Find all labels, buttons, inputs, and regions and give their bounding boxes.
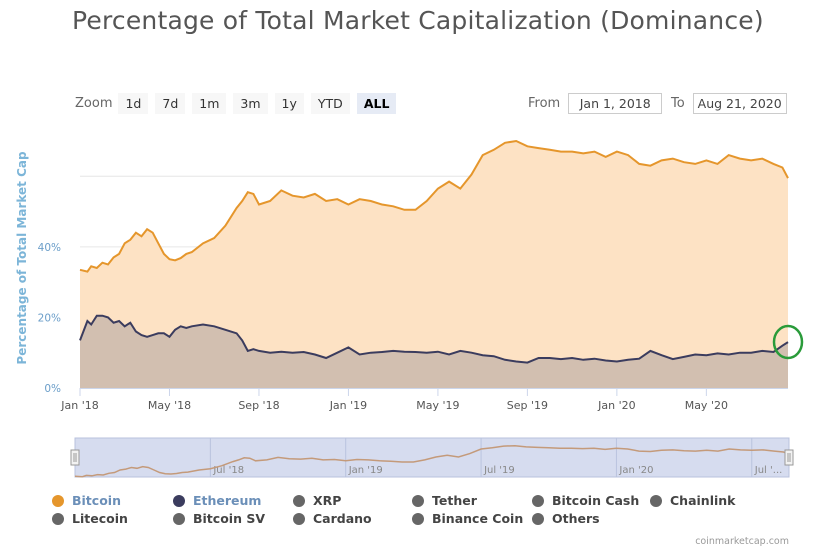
legend-dot-icon [52,494,64,507]
x-tick-label: Sep '19 [507,399,548,412]
highlight-circle [772,324,804,360]
x-axis-ticks: Jan '18 May '18 Sep '18 Jan '19 May '19 Sep '… [60,388,728,412]
navigator-handle-left[interactable] [70,449,80,466]
legend-dot-icon [293,512,305,525]
zoom-bar: Zoom 1d 7d 1m 3m 1y YTD ALL [75,93,403,114]
zoom-3m-button[interactable]: 3m [233,93,268,114]
dominance-chart: Jan '18 May '18 Sep '18 Jan '19 May '19 Sep '… [15,139,804,478]
range-to-input[interactable]: Aug 21, 2020 [692,93,787,114]
navigator-label: Jan '20 [618,465,653,476]
legend-label: Bitcoin [72,493,121,508]
legend-item-others[interactable]: Others [532,511,600,526]
legend-dot-icon [650,494,662,507]
zoom-label: Zoom [75,96,113,111]
legend-dot-icon [532,512,544,525]
navigator-label: Jul '... [754,465,783,476]
legend-item-ethereum[interactable]: Ethereum [173,493,261,508]
range-from-input[interactable]: Jan 1, 2018 [568,93,663,114]
ethereum-line[interactable] [79,314,789,364]
legend-label: Chainlink [670,493,736,508]
legend-label: Binance Coin [432,511,524,526]
zoom-1m-button[interactable]: 1m [192,93,227,114]
navigator[interactable]: Jul '18 Jan '19 Jul '19 Jan '20 Jul '... [70,437,794,478]
zoom-all-button[interactable]: ALL [356,93,397,114]
legend-item-litecoin[interactable]: Litecoin [52,511,128,526]
legend-item-bitcoin[interactable]: Bitcoin [52,493,121,508]
legend-label: Cardano [313,511,372,526]
zoom-ytd-button[interactable]: YTD [310,93,350,114]
navigator-label: Jul '18 [212,465,244,476]
range-to: To Aug 21, 2020 [671,93,787,114]
legend-dot-icon [412,512,424,525]
legend-label: Others [552,511,600,526]
bitcoin-line[interactable] [79,139,789,273]
legend-dot-icon [532,494,544,507]
legend-label: Bitcoin Cash [552,493,640,508]
legend-dot-icon [412,494,424,507]
navigator-series-line [74,444,790,478]
y-tick-label: 40% [38,242,61,254]
navigator-label: Jan '19 [348,465,383,476]
navigator-label: Jul '19 [483,465,515,476]
zoom-1d-button[interactable]: 1d [118,93,149,114]
chart-title: Percentage of Total Market Capitalizatio… [72,6,764,35]
x-tick-label: Jan '19 [329,399,367,412]
legend-item-tether[interactable]: Tether [412,493,477,508]
ethereum-area [80,315,788,388]
x-tick-label: Jan '20 [597,399,635,412]
legend-item-xrp[interactable]: XRP [293,493,341,508]
legend-item-bitcoin-sv[interactable]: Bitcoin SV [173,511,265,526]
legend-dot-icon [173,494,185,507]
x-tick-label: May '19 [416,399,459,412]
y-tick-label: 20% [38,312,61,324]
x-tick-label: Sep '18 [238,399,279,412]
range-to-label: To [671,96,685,111]
legend-label: Litecoin [72,511,128,526]
legend-item-bitcoin-cash[interactable]: Bitcoin Cash [532,493,639,508]
x-tick-label: Jan '18 [60,399,98,412]
credit-text: coinmarketcap.com [695,536,789,547]
range-from-label: From [528,96,561,111]
y-axis-ticks: 0% 20% 40% [38,242,61,395]
legend-item-binance-coin[interactable]: Binance Coin [412,511,523,526]
legend-label: Ethereum [193,493,262,508]
legend-label: Bitcoin SV [193,511,265,526]
legend-dot-icon [173,512,185,525]
zoom-7d-button[interactable]: 7d [155,93,186,114]
y-tick-label: 0% [44,383,61,395]
legend-item-chainlink[interactable]: Chainlink [650,493,735,508]
legend-item-cardano[interactable]: Cardano [293,511,372,526]
y-axis-label: Percentage of Total Market Cap [15,151,29,365]
x-tick-label: May '18 [148,399,191,412]
legend-dot-icon [52,512,64,525]
zoom-1y-button[interactable]: 1y [274,93,304,114]
legend-label: Tether [432,493,477,508]
legend-label: XRP [313,493,342,508]
legend-dot-icon [293,494,305,507]
x-tick-label: May '20 [685,399,728,412]
navigator-handle-right[interactable] [784,449,794,466]
series-areas [79,139,789,388]
range-from: From Jan 1, 2018 [528,93,663,114]
